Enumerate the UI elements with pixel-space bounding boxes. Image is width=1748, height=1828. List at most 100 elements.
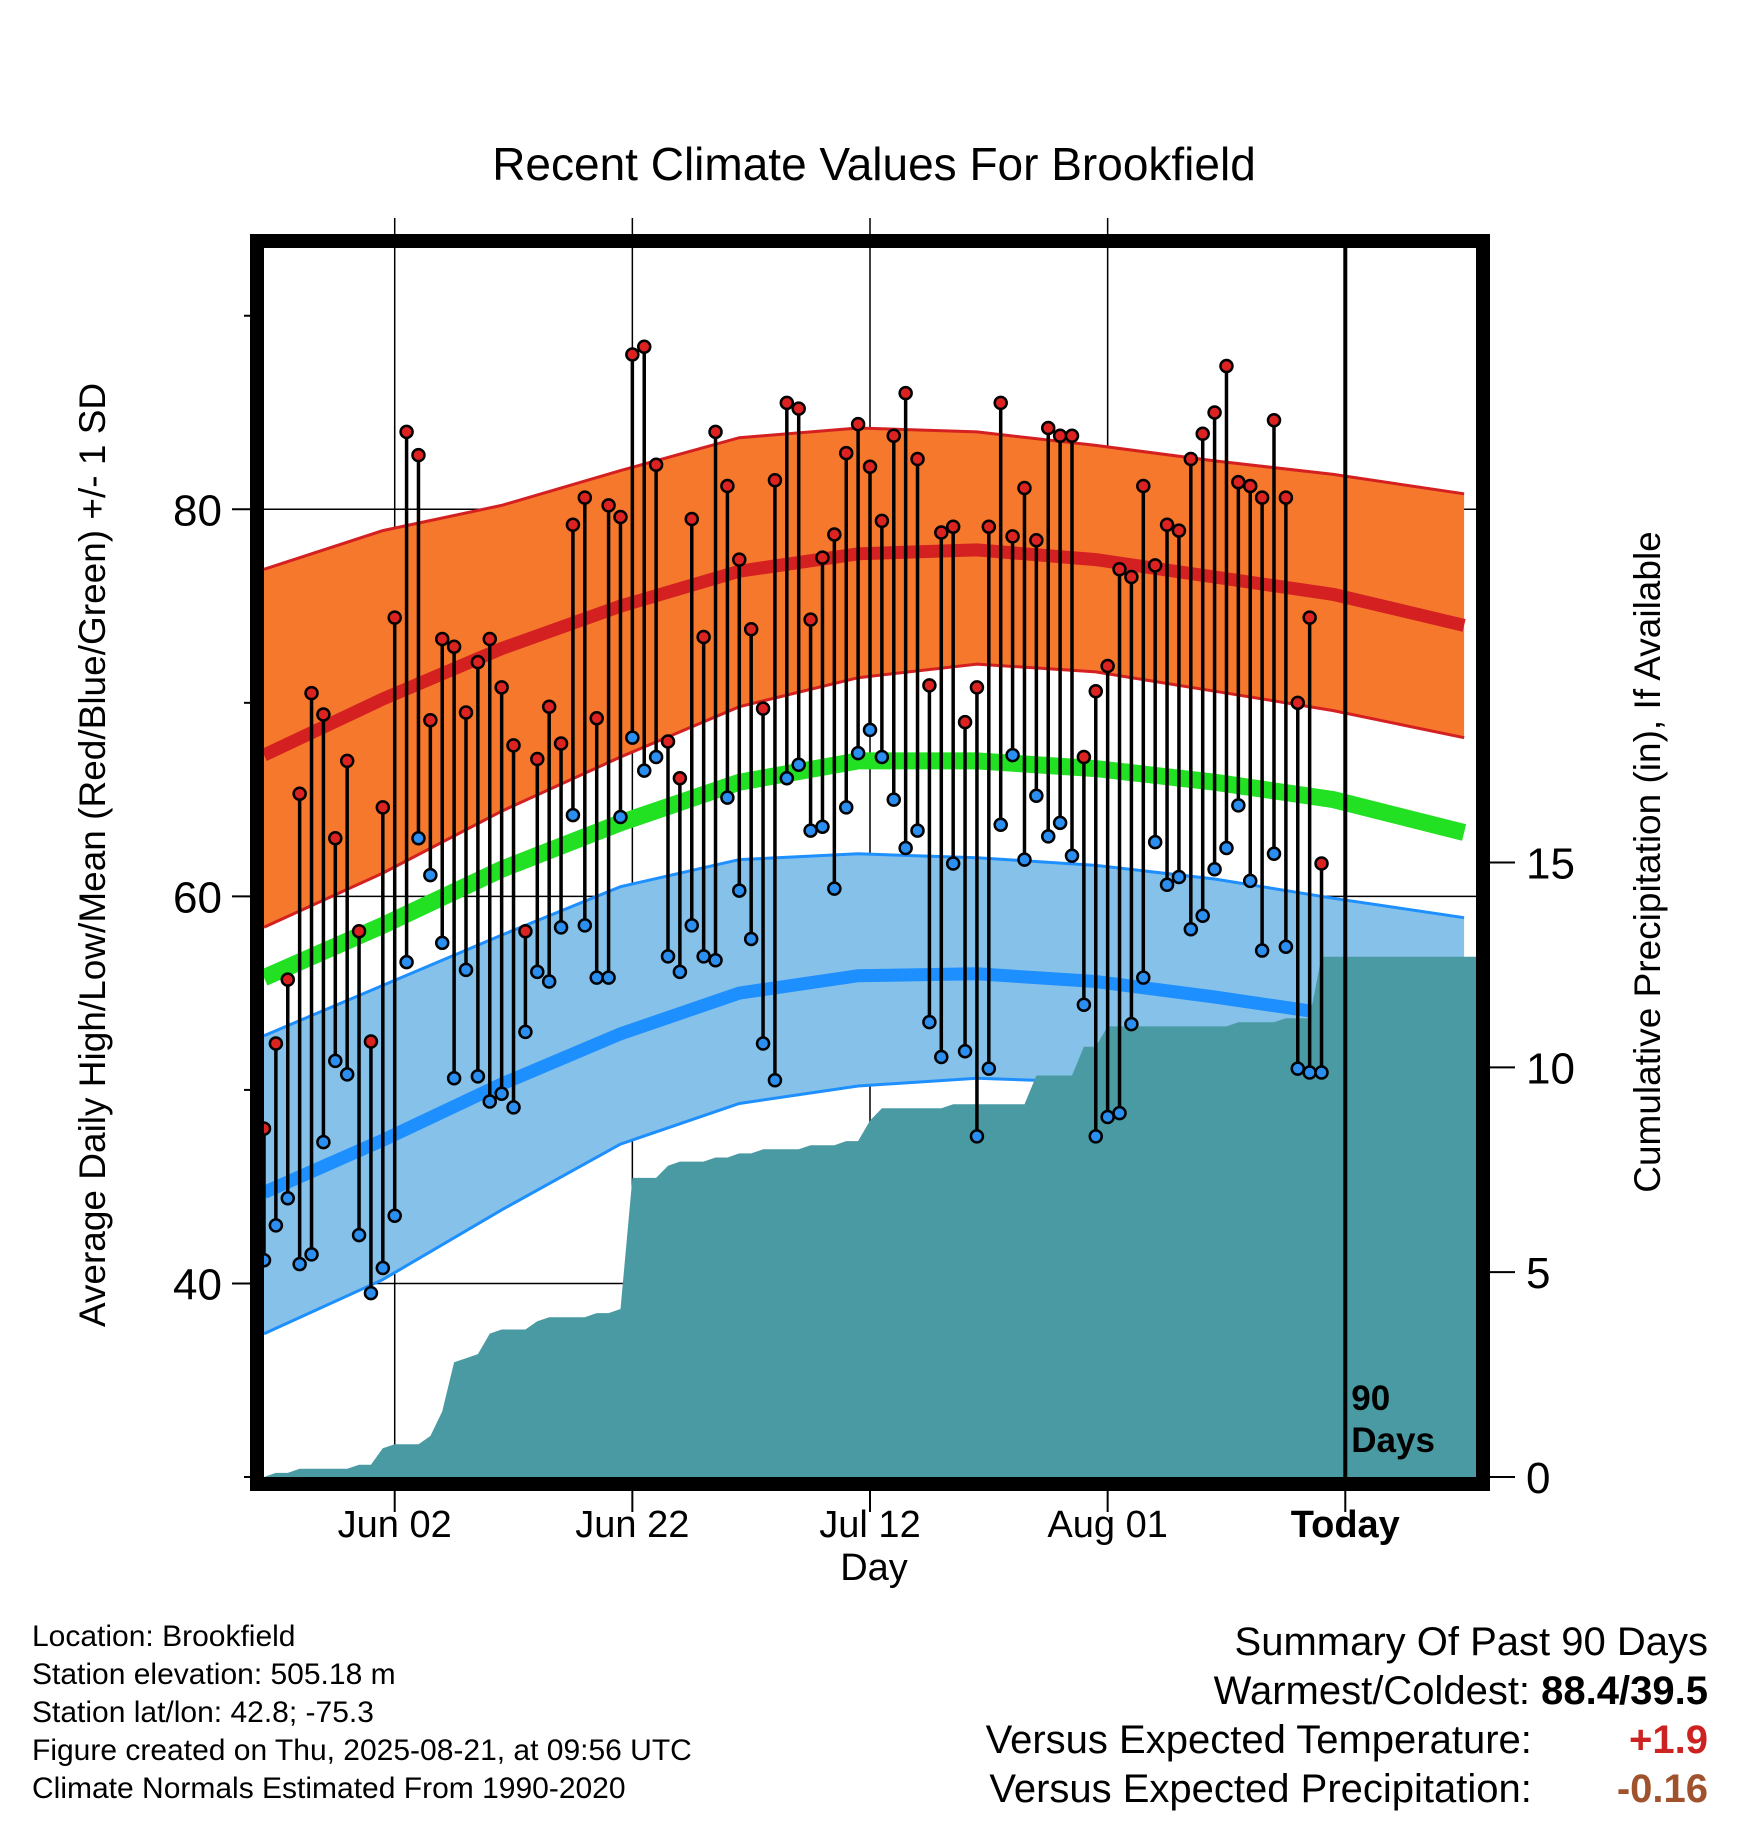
daily-high-point [339, 753, 355, 769]
precip-value: -0.16 [1616, 1767, 1708, 1811]
daily-high-point [446, 639, 462, 654]
temp-label: Versus Expected Temperature: [985, 1718, 1532, 1762]
y2-axis-label: Cumulative Precipitation (in), If Availa… [1627, 531, 1668, 1193]
info-latlon: Station lat/lon: 42.8; -75.3 [32, 1696, 374, 1729]
daily-low-point [458, 962, 474, 978]
daily-low-point [1242, 873, 1258, 889]
daily-high-point [434, 631, 450, 647]
daily-high-point [1076, 749, 1092, 765]
daily-low-point [304, 1247, 319, 1262]
info-elevation: Station elevation: 505.18 m [32, 1658, 396, 1691]
daily-low-point [1029, 788, 1044, 803]
daily-high-point [898, 385, 913, 401]
daily-low-point [625, 730, 640, 745]
daily-low-point [1136, 970, 1151, 985]
daily-low-point [470, 1069, 486, 1084]
daily-low-point [910, 823, 925, 838]
y2-tick-label: 5 [1526, 1249, 1550, 1298]
summary-panel: Summary Of Past 90 Days Warmest/Coldest:… [986, 1618, 1708, 1814]
daily-low-point [1290, 1061, 1306, 1076]
daily-low-point [280, 1191, 296, 1206]
daily-low-point [339, 1067, 355, 1082]
daily-high-point [1207, 405, 1222, 420]
daily-low-point [898, 840, 913, 856]
daily-low-point [351, 1227, 367, 1243]
daily-low-point [684, 918, 700, 933]
daily-high-point [268, 1036, 284, 1051]
y2-tick-label: 15 [1526, 840, 1575, 889]
daily-high-point [1124, 569, 1139, 585]
daily-high-point [328, 831, 343, 846]
daily-low-point [1314, 1065, 1329, 1080]
daily-low-point [530, 964, 545, 980]
observed-series [256, 339, 1329, 1301]
daily-low-point [1088, 1129, 1104, 1144]
daily-low-point [803, 823, 818, 838]
daily-high-point [934, 525, 949, 540]
daily-high-point [767, 473, 783, 488]
daily-high-point [1005, 529, 1020, 544]
daily-low-point [720, 790, 735, 805]
daily-high-point [613, 509, 628, 525]
daily-high-point [541, 699, 557, 714]
daily-high-point [815, 550, 830, 565]
daily-low-point [981, 1061, 997, 1076]
daily-low-point [874, 749, 890, 765]
daily-low-point [268, 1218, 284, 1233]
daily-low-point [518, 1024, 533, 1040]
daily-low-point [494, 1086, 509, 1102]
daily-low-point [601, 970, 616, 985]
daily-low-point [1064, 848, 1080, 863]
daily-low-point [743, 931, 759, 947]
warm-cold-value: 88.4/39.5 [1541, 1669, 1708, 1713]
daily-high-point [470, 654, 486, 670]
daily-high-point [506, 738, 521, 753]
daily-low-point [993, 817, 1008, 833]
daily-high-point [874, 513, 890, 529]
daily-high-point [957, 714, 973, 730]
daily-low-point [399, 954, 414, 970]
daily-high-point [696, 629, 711, 645]
daily-low-point [945, 856, 961, 871]
daily-high-point [625, 347, 640, 362]
daily-low-point [732, 883, 747, 898]
daily-high-point [803, 612, 818, 627]
daily-high-point [838, 445, 854, 461]
daily-high-point [375, 800, 391, 815]
daily-high-point [779, 395, 795, 411]
daily-low-point [434, 935, 450, 951]
low-sd-band [264, 853, 1465, 1334]
daily-low-point [1052, 815, 1068, 831]
summary-warm-cold: Warmest/Coldest: 88.4/39.5 [986, 1667, 1708, 1716]
daily-low-point [886, 792, 902, 807]
daily-low-point [387, 1208, 402, 1223]
daily-high-point [945, 519, 961, 534]
daily-high-point [1195, 426, 1210, 442]
daily-high-point [1290, 695, 1306, 711]
daily-high-point [553, 736, 569, 751]
daily-high-point [292, 786, 307, 802]
daily-low-point [292, 1256, 307, 1272]
daily-low-point [1147, 834, 1163, 850]
daily-low-point [934, 1049, 949, 1065]
x-axis-label: Day [840, 1547, 908, 1589]
daily-high-point [351, 923, 367, 939]
daily-high-point [577, 490, 593, 505]
daily-low-point [850, 745, 866, 761]
daily-high-point [1314, 856, 1329, 871]
daily-high-point [1183, 451, 1199, 467]
daily-high-point [1266, 413, 1282, 428]
daily-high-point [458, 705, 474, 720]
daily-high-point [1017, 480, 1032, 496]
daily-high-point [304, 685, 319, 701]
daily-low-point [1302, 1065, 1317, 1080]
daily-high-point [1064, 428, 1080, 443]
daily-low-point [696, 949, 711, 964]
daily-low-point [838, 800, 854, 815]
daily-low-point [1040, 829, 1056, 844]
daily-high-point [672, 771, 688, 786]
daily-high-point [1100, 658, 1115, 674]
daily-high-point [708, 424, 723, 440]
daily-high-point [589, 711, 604, 726]
summary-precipitation: Versus Expected Precipitation: -0.16 [986, 1765, 1708, 1814]
